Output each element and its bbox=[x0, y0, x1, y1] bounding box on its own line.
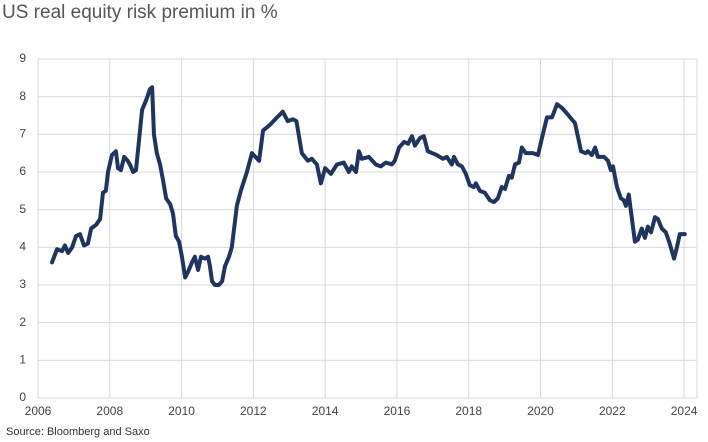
source-note: Source: Bloomberg and Saxo bbox=[6, 426, 150, 438]
x-tick-label: 2018 bbox=[455, 404, 482, 418]
y-tick-label: 0 bbox=[19, 390, 26, 404]
x-tick-label: 2022 bbox=[599, 404, 626, 418]
y-tick-label: 4 bbox=[19, 240, 26, 254]
y-tick-label: 7 bbox=[19, 127, 26, 141]
x-tick-label: 2006 bbox=[25, 404, 52, 418]
y-tick-label: 2 bbox=[19, 315, 26, 329]
y-tick-label: 8 bbox=[19, 89, 26, 103]
chart-title: US real equity risk premium in % bbox=[2, 2, 278, 23]
y-tick-label: 5 bbox=[19, 202, 26, 216]
x-tick-label: 2020 bbox=[527, 404, 554, 418]
line bbox=[50, 85, 687, 287]
x-tick-label: 2014 bbox=[312, 404, 339, 418]
y-tick-label: 3 bbox=[19, 277, 26, 291]
x-tick-label: 2008 bbox=[96, 404, 123, 418]
x-tick-label: 2024 bbox=[671, 404, 698, 418]
plot-frame bbox=[37, 58, 698, 399]
y-tick-label: 6 bbox=[19, 164, 26, 178]
x-tick-label: 2010 bbox=[168, 404, 195, 418]
x-tick-label: 2016 bbox=[384, 404, 411, 418]
y-tick-label: 9 bbox=[19, 51, 26, 65]
y-tick-label: 1 bbox=[19, 353, 26, 367]
x-tick-label: 2012 bbox=[240, 404, 267, 418]
